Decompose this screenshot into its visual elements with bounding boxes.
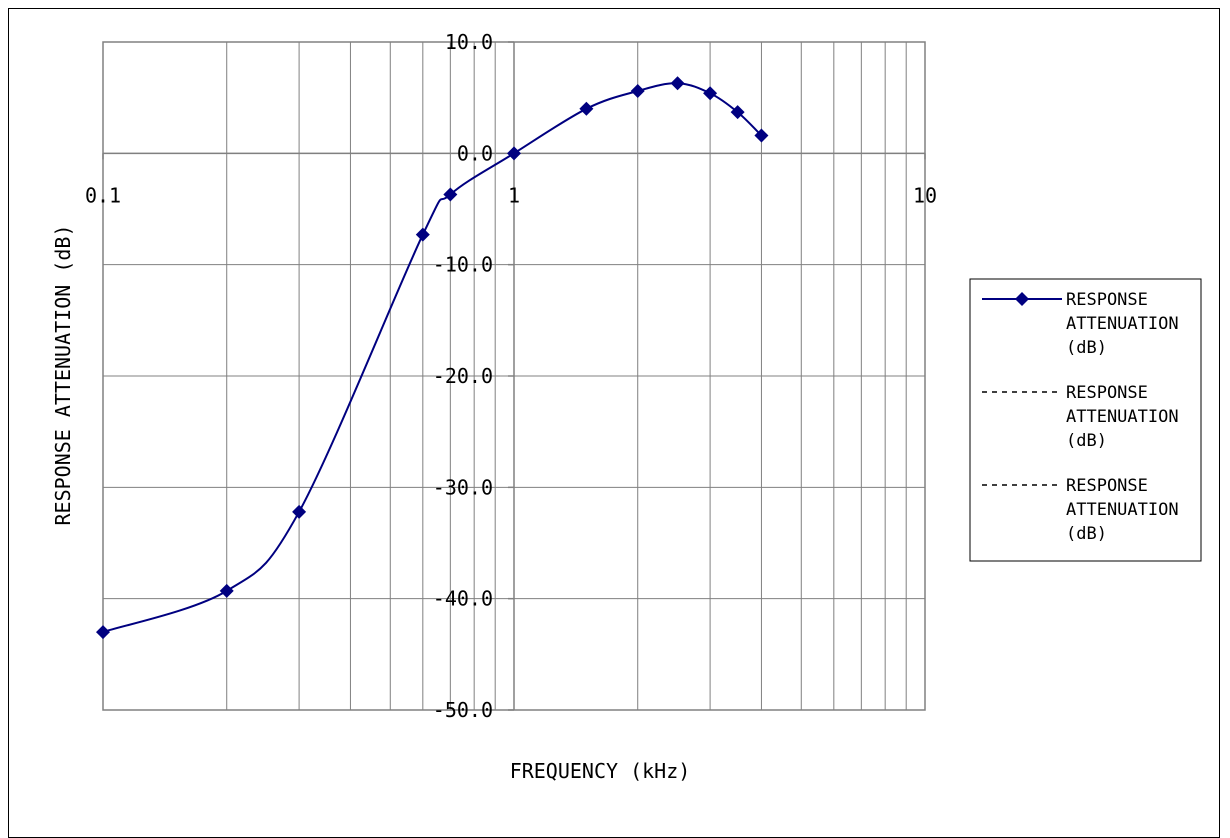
y-tick-label: -20.0 [433,364,493,388]
data-point [443,187,458,202]
legend-label: RESPONSE [1066,290,1148,310]
data-point [507,146,521,161]
x-tick-label: 0.1 [85,183,121,207]
y-tick-label: 10.0 [445,30,493,54]
data-point [754,128,769,143]
legend-label: ATTENUATION [1066,500,1179,520]
y-tick-label: -30.0 [433,475,493,499]
legend-label: RESPONSE [1066,476,1148,496]
y-axis-label: RESPONSE ATTENUATION (dB) [51,224,75,525]
legend-label: ATTENUATION [1066,314,1179,334]
x-tick-labels: 0.1 1 10 [85,183,937,207]
x-axis-label: FREQUENCY (kHz) [510,759,691,783]
x-tick-label: 10 [913,183,937,207]
legend-box [969,278,1202,562]
data-point [730,105,745,120]
series-markers [96,76,769,640]
data-point [630,83,645,98]
legend: RESPONSE ATTENUATION (dB) RESPONSE ATTENUATI… [969,278,1202,562]
legend-label: (dB) [1066,338,1107,358]
y-tick-label: -40.0 [433,587,493,611]
series-line [102,82,763,634]
y-tick-label: -10.0 [433,253,493,277]
data-point [96,625,110,640]
y-tick-label: 0.0 [457,141,493,165]
data-point [292,504,307,519]
legend-label: (dB) [1066,524,1107,544]
data-point [415,227,430,242]
y-tick-labels: 10.0 0.0 -10.0 -20.0 -30.0 -40.0 -50.0 [433,30,493,722]
y-tick-label: -50.0 [433,698,493,722]
data-point [579,101,594,116]
data-point [703,86,718,101]
data-point [219,583,234,598]
data-point [670,76,685,91]
x-tick-label: 1 [508,183,520,207]
legend-label: ATTENUATION [1066,407,1179,427]
legend-marker [1015,292,1029,306]
legend-label: RESPONSE [1066,383,1148,403]
legend-label: (dB) [1066,431,1107,451]
